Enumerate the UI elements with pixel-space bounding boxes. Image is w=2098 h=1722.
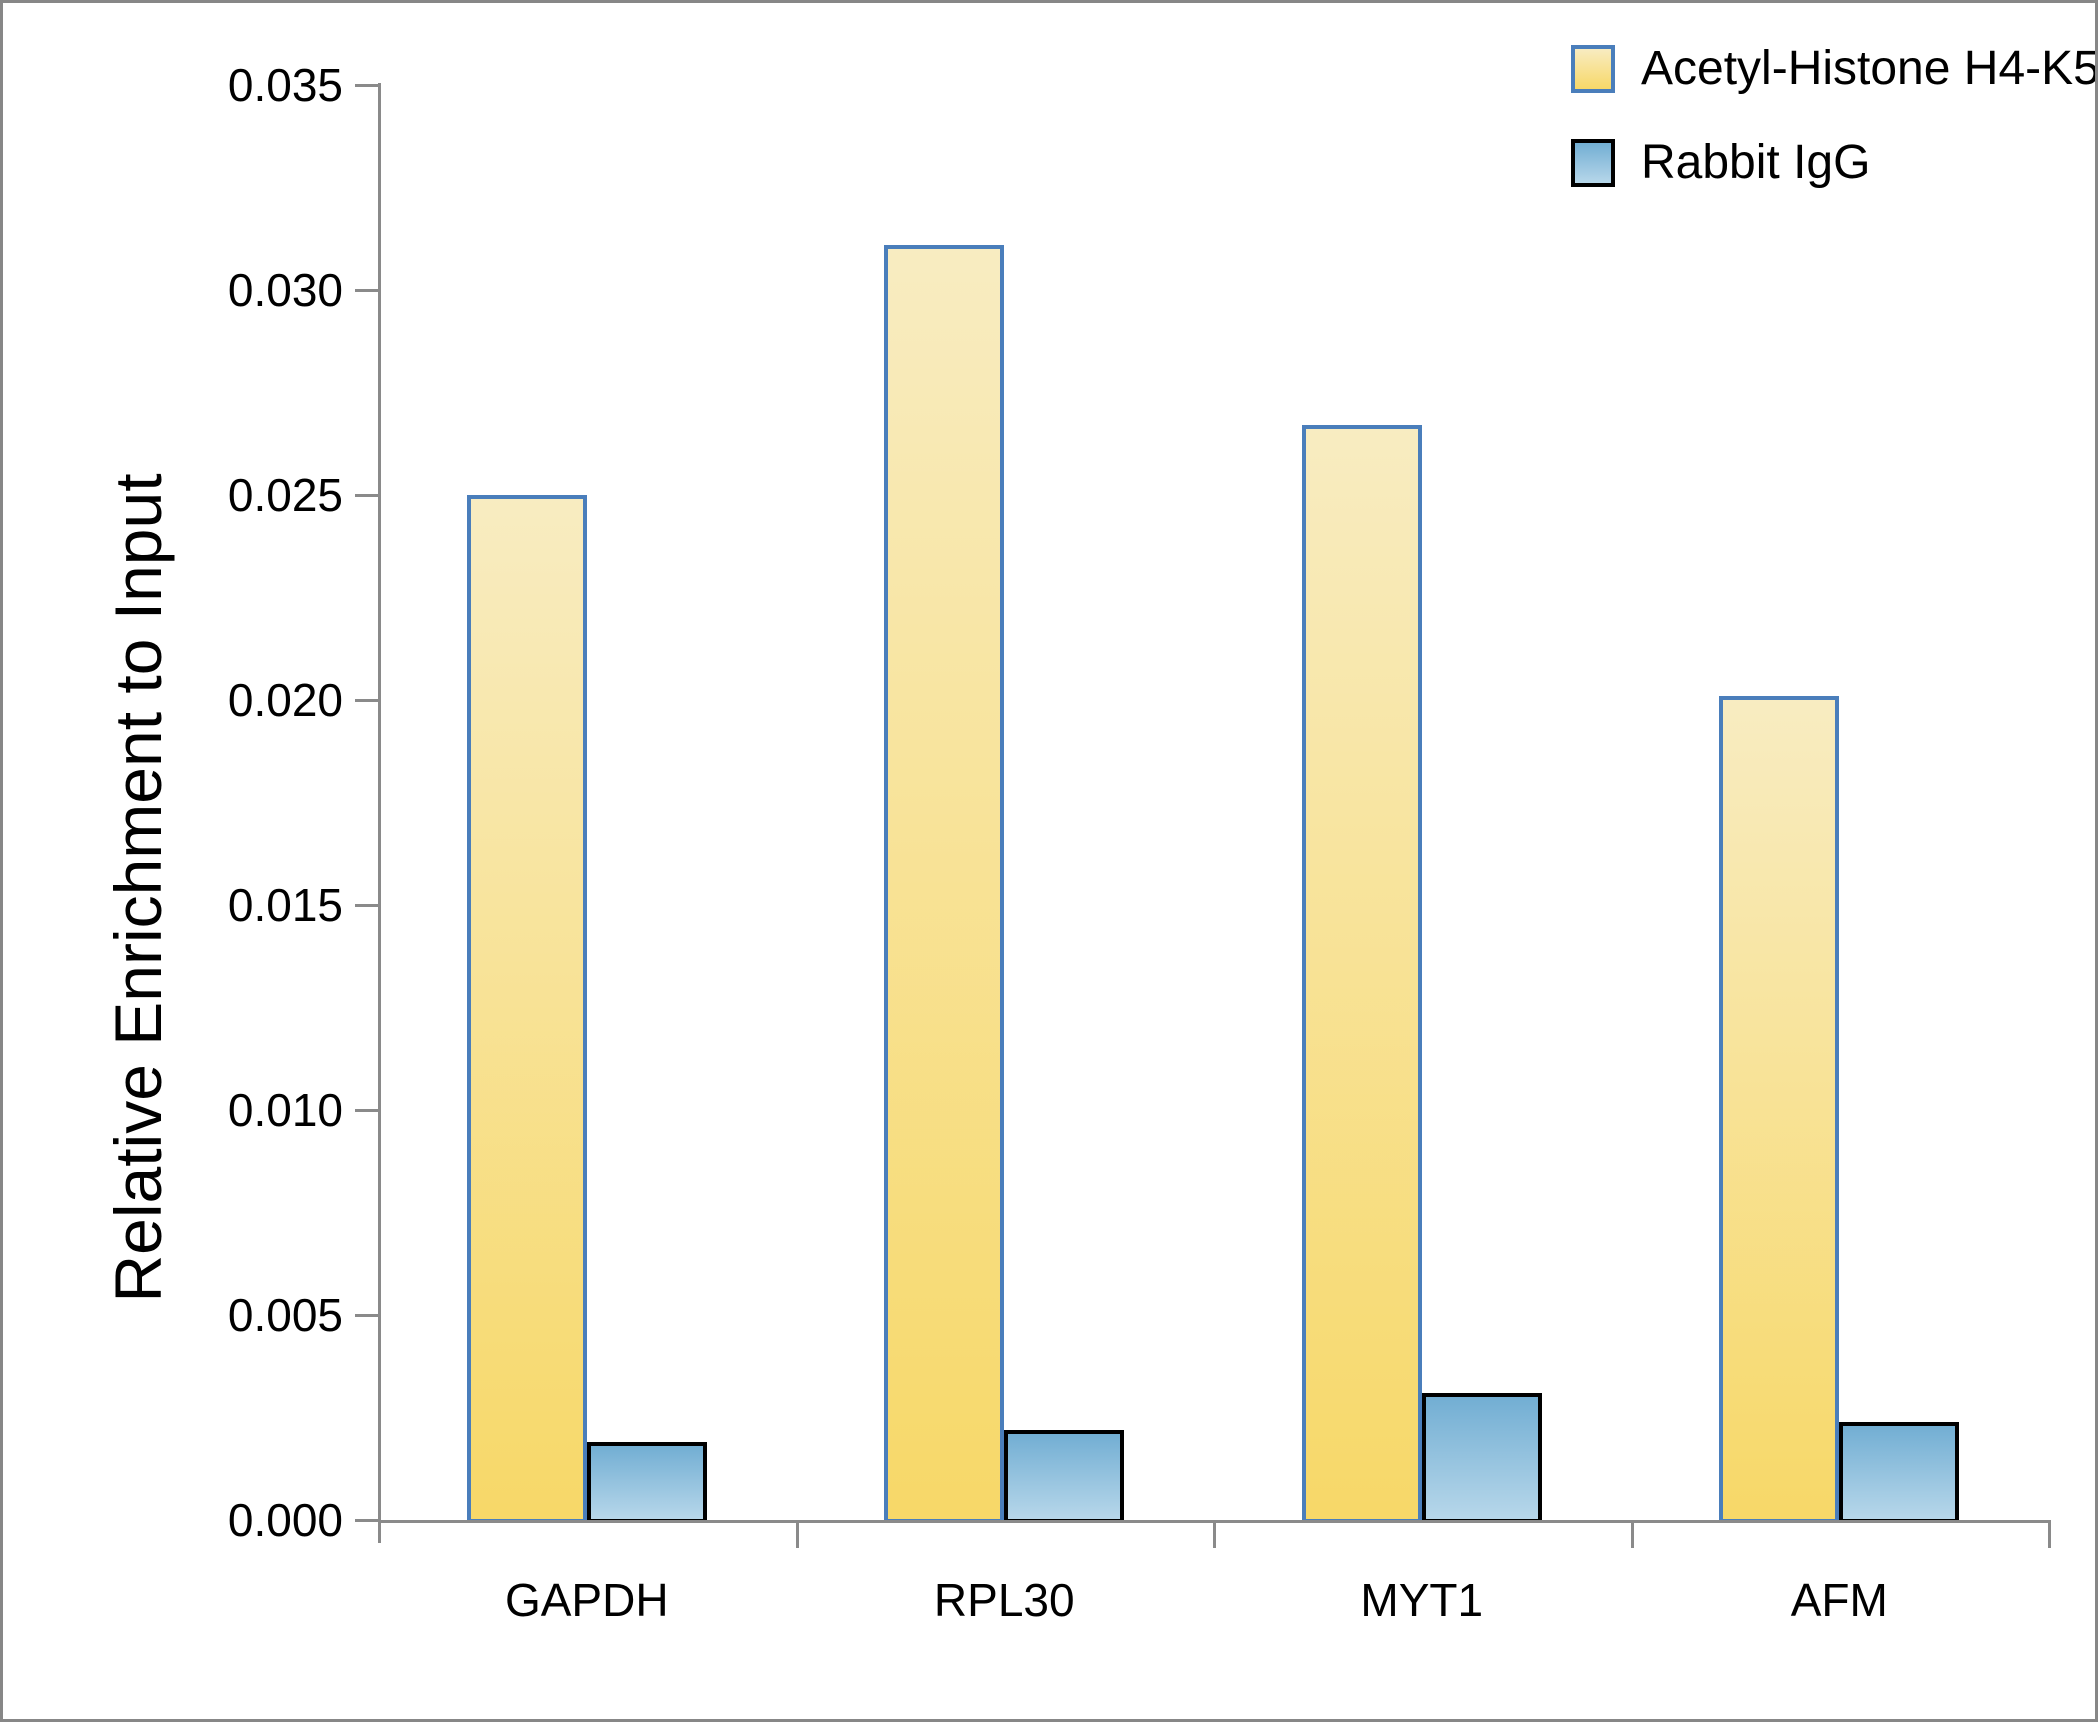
legend: Acetyl-Histone H4-K5 Rabbit IgG xyxy=(1571,42,2098,189)
x-category-label-afm: AFM xyxy=(1790,1574,1888,1626)
y-tick-label: 0.030 xyxy=(227,264,343,316)
y-tick-mark xyxy=(355,1109,378,1112)
legend-label-rabbit-igg: Rabbit IgG xyxy=(1641,136,1871,189)
legend-label-acetyl-histone-h4-k5: Acetyl-Histone H4-K5 xyxy=(1641,42,2098,95)
bar-acetyl-histone-h4-k5-afm xyxy=(1719,696,1839,1523)
y-tick-label: 0.005 xyxy=(227,1289,343,1341)
y-tick-mark xyxy=(355,1314,378,1317)
y-tick-mark xyxy=(355,1519,378,1522)
y-tick-label: 0.015 xyxy=(227,879,343,931)
y-axis-line xyxy=(378,83,381,1543)
x-boundary-tick xyxy=(796,1520,799,1548)
y-tick-mark xyxy=(355,699,378,702)
x-boundary-tick xyxy=(1213,1520,1216,1548)
legend-swatch-acetyl-histone-h4-k5 xyxy=(1571,45,1615,93)
y-tick-label: 0.000 xyxy=(227,1494,343,1546)
x-boundary-tick xyxy=(1631,1520,1634,1548)
legend-swatch-rabbit-igg xyxy=(1571,139,1615,187)
y-tick-mark xyxy=(355,494,378,497)
bar-rabbit-igg-rpl30 xyxy=(1004,1430,1124,1523)
y-tick-mark xyxy=(355,904,378,907)
bar-acetyl-histone-h4-k5-rpl30 xyxy=(884,245,1004,1523)
x-category-label-myt1: MYT1 xyxy=(1360,1574,1484,1626)
bar-rabbit-igg-afm xyxy=(1839,1422,1959,1523)
y-tick-mark xyxy=(355,84,378,87)
x-category-label-gapdh: GAPDH xyxy=(504,1574,669,1626)
y-tick-label: 0.020 xyxy=(227,674,343,726)
x-category-label-rpl30: RPL30 xyxy=(933,1574,1075,1626)
x-boundary-tick xyxy=(2048,1520,2051,1548)
legend-item-acetyl-histone-h4-k5: Acetyl-Histone H4-K5 xyxy=(1571,42,2098,95)
y-tick-label: 0.010 xyxy=(227,1084,343,1136)
y-tick-mark xyxy=(355,289,378,292)
bar-rabbit-igg-myt1 xyxy=(1422,1393,1542,1523)
bar-acetyl-histone-h4-k5-gapdh xyxy=(467,495,587,1523)
y-tick-label: 0.025 xyxy=(227,469,343,521)
y-tick-label: 0.035 xyxy=(227,59,343,111)
legend-item-rabbit-igg: Rabbit IgG xyxy=(1571,136,2095,189)
bar-rabbit-igg-gapdh xyxy=(587,1442,707,1523)
bar-acetyl-histone-h4-k5-myt1 xyxy=(1302,425,1422,1523)
